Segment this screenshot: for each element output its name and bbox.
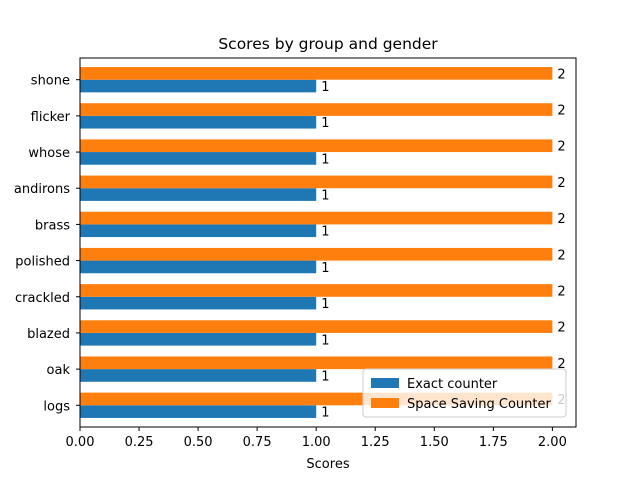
y-tick-label-brass: brass [35, 218, 70, 233]
data-label-crackled-series-1: 1 [321, 297, 329, 312]
legend: Exact counter Space Saving Counter [362, 368, 567, 418]
bars-layer [80, 67, 553, 418]
bar-crackled-series-1 [80, 296, 317, 310]
bar-shone-series-2 [80, 67, 553, 80]
legend-swatch-2 [371, 398, 399, 408]
data-label-shone-series-1: 1 [321, 80, 329, 95]
x-tick-label: 1.25 [361, 435, 390, 450]
bar-crackled-series-2 [80, 284, 553, 297]
x-tick-label: 0.00 [66, 435, 95, 450]
legend-swatch-1 [371, 378, 399, 388]
bar-flicker-series-2 [80, 103, 553, 116]
bar-polished-series-1 [80, 260, 317, 274]
data-label-whose-series-2: 2 [557, 140, 565, 155]
bar-blazed-series-2 [80, 320, 553, 333]
bar-brass-series-1 [80, 224, 317, 238]
axes-layer: logs oak blazed crackled polished brass andiro… [14, 57, 577, 450]
data-label-logs-series-1: 1 [321, 406, 329, 421]
chart-title: Scores by group and gender [218, 35, 438, 53]
bar-logs-series-1 [80, 405, 317, 418]
bar-oak-series-2 [80, 356, 553, 370]
x-tick-label: 0.25 [125, 435, 154, 450]
legend-label-2: Space Saving Counter [407, 397, 551, 412]
data-label-flicker-series-2: 2 [557, 104, 565, 119]
data-label-oak-series-1: 1 [321, 369, 329, 384]
y-tick-label-oak: oak [47, 363, 71, 378]
y-tick-label-crackled: crackled [15, 291, 70, 306]
legend-box [362, 368, 567, 418]
data-label-blazed-series-1: 1 [321, 333, 329, 348]
data-label-flicker-series-1: 1 [321, 116, 329, 131]
bar-polished-series-2 [80, 247, 553, 261]
data-label-polished-series-1: 1 [321, 261, 329, 276]
x-tick-label: 1.00 [302, 435, 331, 450]
bar-brass-series-2 [80, 211, 553, 225]
data-label-andirons-series-1: 1 [321, 189, 329, 204]
x-tick-label: 0.75 [243, 435, 272, 450]
bar-whose-series-2 [80, 139, 553, 153]
data-label-shone-series-2: 2 [557, 67, 565, 82]
data-label-andirons-series-2: 2 [557, 176, 565, 191]
data-label-crackled-series-2: 2 [557, 284, 565, 299]
y-tick-label-whose: whose [28, 146, 70, 161]
x-tick-label: 1.50 [420, 435, 449, 450]
data-label-oak-series-2: 2 [557, 357, 565, 372]
data-label-brass-series-2: 2 [557, 212, 565, 227]
y-tick-label-andirons: andirons [14, 182, 70, 197]
x-tick-label: 2.00 [538, 435, 567, 450]
y-tick-label-logs: logs [43, 399, 70, 414]
data-label-whose-series-1: 1 [321, 152, 329, 167]
plot-frame [79, 57, 577, 428]
bar-flicker-series-1 [80, 115, 317, 129]
x-axis-label: Scores [306, 457, 349, 472]
y-tick-label-blazed: blazed [27, 327, 70, 342]
y-tick-label-polished: polished [15, 255, 70, 270]
bar-shone-series-1 [80, 79, 317, 93]
bar-oak-series-1 [80, 369, 317, 382]
bar-andirons-series-2 [80, 175, 553, 189]
y-tick-label-flicker: flicker [31, 110, 71, 125]
y-tick-label-shone: shone [31, 74, 70, 89]
bar-blazed-series-1 [80, 332, 317, 346]
data-label-blazed-series-2: 2 [557, 321, 565, 336]
data-labels-layer: 12121212121212121212 [321, 67, 565, 420]
bar-andirons-series-1 [80, 188, 317, 201]
data-label-brass-series-1: 1 [321, 225, 329, 240]
x-tick-label: 0.50 [184, 435, 213, 450]
legend-label-1: Exact counter [407, 377, 498, 392]
data-label-polished-series-2: 2 [557, 248, 565, 263]
x-tick-label: 1.75 [479, 435, 508, 450]
bar-whose-series-1 [80, 152, 317, 165]
